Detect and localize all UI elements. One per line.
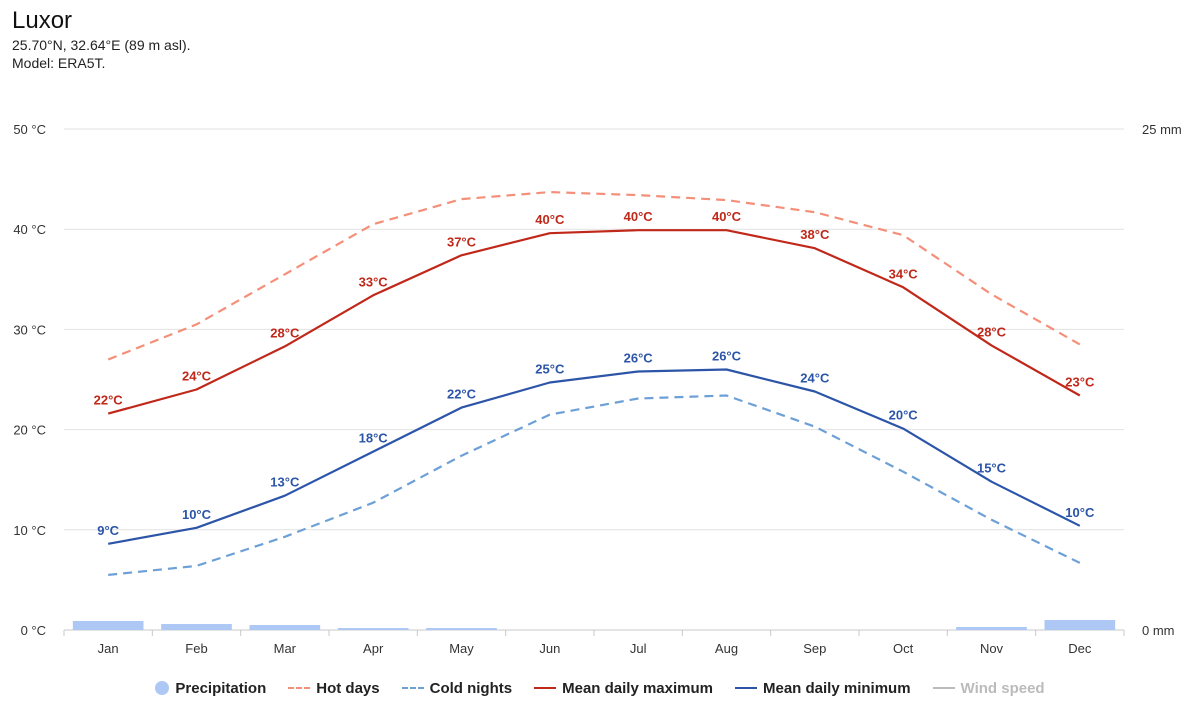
x-tick-label: Nov bbox=[980, 641, 1004, 656]
series-line-hot-days bbox=[107, 191, 1081, 361]
legend-item-mean-daily-maximum[interactable]: Mean daily maximum bbox=[534, 680, 713, 697]
precipitation-bar bbox=[72, 620, 144, 630]
legend-symbol bbox=[401, 687, 424, 689]
legend-item-cold-nights[interactable]: Cold nights bbox=[401, 679, 513, 697]
chart-legend: Precipitation Hot days Cold nights Mean dai… bbox=[0, 676, 1200, 700]
legend-symbol bbox=[534, 687, 557, 689]
axes: 0 °C 10 °C 20 °C 30 °C 40 °C 50 °C 25 mm 0 mm Ja… bbox=[13, 122, 1181, 656]
x-tick-label: May bbox=[449, 641, 474, 656]
data-label: 24°C bbox=[182, 369, 212, 384]
x-tick-label: Feb bbox=[185, 641, 207, 656]
climate-chart: 22°C 24°C 28°C 33°C 37°C 40°C 40°C 40°C 38°C 34°C… bbox=[13, 122, 1181, 656]
data-label: 40°C bbox=[712, 209, 742, 224]
legend-symbol bbox=[735, 687, 757, 689]
y-tick-label: 30 °C bbox=[13, 322, 46, 337]
data-label: 40°C bbox=[535, 212, 565, 227]
coordinates-text: 25.70°N, 32.64°E (89 m asl). bbox=[12, 37, 191, 53]
y-tick-label: 20 °C bbox=[13, 423, 46, 438]
y-tick-label: 40 °C bbox=[13, 222, 46, 237]
y-tick-label: 0 °C bbox=[21, 623, 46, 638]
legend-label: Precipitation bbox=[175, 679, 267, 697]
data-label: 26°C bbox=[712, 348, 742, 363]
precipitation-bar bbox=[1044, 619, 1116, 630]
x-tick-label: Sep bbox=[803, 641, 826, 656]
data-label: 10°C bbox=[1065, 505, 1095, 520]
series-line-mean-daily-maximum bbox=[107, 229, 1081, 415]
legend-symbol bbox=[288, 687, 311, 689]
y-tick-label: 50 °C bbox=[13, 122, 46, 137]
chart-header: Luxor 25.70°N, 32.64°E (89 m asl). Model… bbox=[12, 6, 191, 72]
data-label: 23°C bbox=[1065, 375, 1095, 390]
data-label: 28°C bbox=[270, 325, 300, 340]
data-label: 15°C bbox=[977, 461, 1007, 476]
data-label: 13°C bbox=[270, 475, 300, 490]
x-tick-label: Mar bbox=[274, 641, 297, 656]
legend-label: Mean daily minimum bbox=[763, 679, 911, 697]
y-tick-label: 10 °C bbox=[13, 523, 46, 538]
legend-label: Cold nights bbox=[429, 679, 513, 697]
precipitation-bar bbox=[426, 627, 497, 630]
legend-label: Mean daily maximum bbox=[562, 679, 713, 697]
data-label: 25°C bbox=[535, 362, 565, 377]
legend-symbol bbox=[932, 687, 955, 689]
x-tick-label: Oct bbox=[893, 641, 914, 656]
data-label: 10°C bbox=[182, 507, 212, 522]
data-label: 37°C bbox=[447, 234, 477, 249]
legend-label: Wind speed bbox=[960, 679, 1045, 697]
series-line-mean-daily-minimum bbox=[108, 368, 1081, 545]
location-title: Luxor bbox=[12, 7, 73, 34]
legend-symbol bbox=[155, 681, 170, 695]
data-label: 20°C bbox=[889, 408, 919, 423]
y-right-tick-label: 25 mm bbox=[1142, 122, 1182, 137]
data-label: 33°C bbox=[359, 274, 389, 289]
x-tick-label: Jun bbox=[539, 641, 560, 656]
series-line-cold-nights bbox=[108, 394, 1081, 576]
data-label: 24°C bbox=[800, 371, 830, 386]
legend-item-precipitation[interactable]: Precipitation bbox=[155, 680, 266, 697]
y-right-tick-label: 0 mm bbox=[1142, 623, 1175, 638]
data-label: 18°C bbox=[359, 431, 389, 446]
precipitation-bar bbox=[161, 623, 232, 630]
data-label: 34°C bbox=[889, 266, 919, 281]
model-text: Model: ERA5T. bbox=[12, 55, 106, 71]
legend-label: Hot days bbox=[316, 679, 380, 697]
data-label: 26°C bbox=[624, 350, 654, 365]
precipitation-bar bbox=[337, 627, 409, 630]
x-tick-label: Jul bbox=[630, 641, 647, 656]
data-label: 28°C bbox=[977, 324, 1007, 339]
x-tick-label: Aug bbox=[715, 641, 738, 656]
x-tick-label: Jan bbox=[98, 641, 119, 656]
data-label: 22°C bbox=[94, 393, 124, 408]
legend-item-mean-daily-minimum[interactable]: Mean daily minimum bbox=[735, 680, 911, 697]
precipitation-bar bbox=[956, 626, 1027, 630]
series-lines bbox=[107, 191, 1081, 576]
data-label: 9°C bbox=[97, 523, 119, 538]
data-label: 38°C bbox=[800, 227, 830, 242]
precipitation-bars bbox=[72, 619, 1116, 630]
x-tick-label: Dec bbox=[1068, 641, 1092, 656]
legend-item-wind-speed[interactable]: Wind speed bbox=[932, 679, 1045, 697]
data-label: 22°C bbox=[447, 387, 477, 402]
x-tick-label: Apr bbox=[363, 641, 384, 656]
data-label: 40°C bbox=[624, 209, 654, 224]
legend-item-hot-days[interactable]: Hot days bbox=[288, 679, 380, 697]
grid-lines bbox=[64, 128, 1124, 631]
precipitation-bar bbox=[249, 624, 321, 630]
data-labels: 22°C 24°C 28°C 33°C 37°C 40°C 40°C 40°C 38°C 34°C… bbox=[94, 209, 1095, 538]
